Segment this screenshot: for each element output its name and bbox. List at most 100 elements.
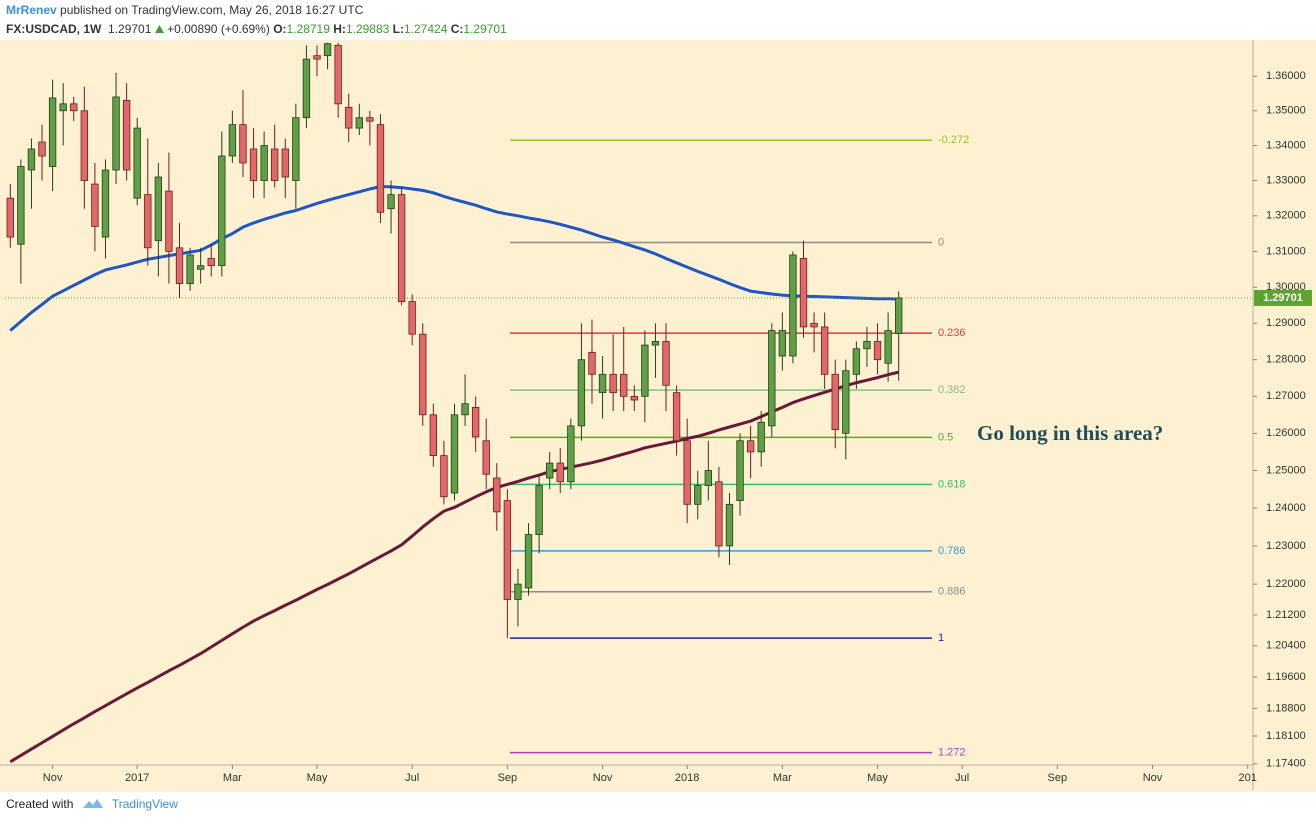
author[interactable]: MrRenev bbox=[6, 3, 57, 17]
x-tick-label: Nov bbox=[593, 772, 613, 784]
candle-body bbox=[228, 124, 237, 157]
candle-body bbox=[768, 330, 776, 427]
candle-body bbox=[397, 194, 406, 302]
up-arrow bbox=[154, 25, 164, 33]
candle-body bbox=[799, 258, 808, 328]
candle-body bbox=[863, 341, 871, 350]
candle-body bbox=[313, 55, 321, 60]
candle-body bbox=[461, 403, 469, 416]
candle-body bbox=[672, 392, 681, 442]
x-tick-label: 201 bbox=[1239, 772, 1257, 784]
candle-body bbox=[408, 301, 416, 335]
x-tick-label: Mar bbox=[773, 772, 792, 784]
y-tick-label: 1.27000 bbox=[1266, 390, 1306, 402]
candle-body bbox=[651, 341, 660, 346]
candle-body bbox=[70, 103, 78, 112]
candle-body bbox=[895, 297, 903, 334]
ohlc-value: 1.27424 bbox=[404, 22, 448, 36]
y-tick-label: 1.31000 bbox=[1266, 245, 1306, 257]
candle-body bbox=[577, 359, 586, 427]
candle-body bbox=[323, 43, 332, 57]
candle-body bbox=[249, 148, 258, 181]
candle-body bbox=[842, 370, 850, 434]
price: 1.29701 bbox=[108, 22, 152, 36]
y-tick-label: 1.18100 bbox=[1266, 730, 1306, 742]
y-tick-label: 1.26000 bbox=[1266, 427, 1306, 439]
candle-body bbox=[535, 485, 543, 535]
x-tick-label: Mar bbox=[223, 772, 242, 784]
candle-body bbox=[59, 103, 67, 112]
last-price-box bbox=[1254, 289, 1312, 306]
fib-label: 1.272 bbox=[938, 747, 966, 759]
candle-body bbox=[567, 425, 575, 483]
candle-body bbox=[662, 341, 670, 386]
footer: Created with TradingView bbox=[6, 797, 178, 811]
moving-average bbox=[9, 370, 900, 764]
fib-label: -0.272 bbox=[938, 134, 969, 146]
ohlc-label: H: bbox=[333, 22, 346, 36]
candle-body bbox=[609, 373, 617, 394]
ohlc-label: L: bbox=[392, 22, 404, 36]
candle-body bbox=[165, 190, 173, 252]
x-tick-label: May bbox=[307, 772, 328, 784]
candle-body bbox=[387, 194, 395, 210]
candle-body bbox=[884, 330, 892, 364]
x-tick-label: 2017 bbox=[125, 772, 149, 784]
fib-label: 0.5 bbox=[938, 431, 953, 443]
y-tick-label: 1.17400 bbox=[1266, 758, 1306, 770]
candle-body bbox=[17, 166, 25, 245]
candle-body bbox=[144, 194, 152, 249]
candle-body bbox=[281, 148, 289, 178]
candle-body bbox=[91, 183, 99, 227]
candle-body bbox=[186, 254, 194, 284]
y-tick-label: 1.22000 bbox=[1266, 578, 1306, 590]
x-tick-label: Sep bbox=[1048, 772, 1068, 784]
candle-body bbox=[545, 462, 554, 479]
candle-body bbox=[122, 99, 131, 171]
candle-body bbox=[292, 117, 300, 181]
candle-body bbox=[302, 58, 311, 119]
candle-body bbox=[80, 110, 89, 181]
change: +0.00890 (+0.69%) bbox=[167, 22, 270, 36]
candle-body bbox=[6, 197, 14, 238]
candle-body bbox=[852, 348, 861, 375]
candle-body bbox=[419, 333, 427, 416]
fib-label: 0.382 bbox=[938, 384, 966, 396]
symbol-line: FX:USDCAD, 1W 1.29701 +0.00890 (+0.69%) … bbox=[6, 22, 507, 36]
candle-body bbox=[101, 169, 110, 238]
candle-body bbox=[524, 534, 533, 589]
brand[interactable]: TradingView bbox=[111, 797, 178, 811]
y-tick-label: 1.32000 bbox=[1266, 210, 1306, 222]
candle-body bbox=[514, 583, 522, 600]
candle-body bbox=[48, 97, 57, 167]
header-line: MrRenev published on TradingView.com, Ma… bbox=[6, 3, 363, 17]
candle-body bbox=[789, 254, 797, 357]
candle-body bbox=[683, 440, 691, 505]
candle-body bbox=[757, 421, 765, 453]
candle-body bbox=[271, 148, 279, 181]
candle-body bbox=[218, 155, 226, 267]
y-tick-label: 1.21200 bbox=[1266, 609, 1306, 621]
candle-body bbox=[450, 414, 459, 494]
symbol: FX:USDCAD, 1W bbox=[6, 22, 102, 36]
candle-body bbox=[239, 124, 247, 164]
y-tick-label: 1.25000 bbox=[1266, 464, 1306, 476]
x-tick-label: Jul bbox=[955, 772, 969, 784]
created-with: Created with bbox=[6, 797, 74, 811]
y-tick-label: 1.35000 bbox=[1266, 105, 1306, 117]
candle-body bbox=[112, 96, 120, 171]
candle-body bbox=[503, 500, 512, 600]
candle-body bbox=[376, 124, 385, 213]
candle-body bbox=[630, 395, 638, 401]
candle-body bbox=[810, 322, 818, 328]
last-price-label: 1.29701 bbox=[1263, 292, 1303, 304]
candle-body bbox=[556, 462, 564, 483]
fib-label: 0.886 bbox=[938, 586, 966, 598]
y-tick-label: 1.18800 bbox=[1266, 702, 1306, 714]
candle-body bbox=[260, 145, 268, 181]
x-tick-label: Sep bbox=[498, 772, 518, 784]
ohlc-label: O: bbox=[273, 22, 287, 36]
ohlc-value: 1.29883 bbox=[345, 22, 390, 36]
fib-label: 1 bbox=[938, 632, 944, 644]
